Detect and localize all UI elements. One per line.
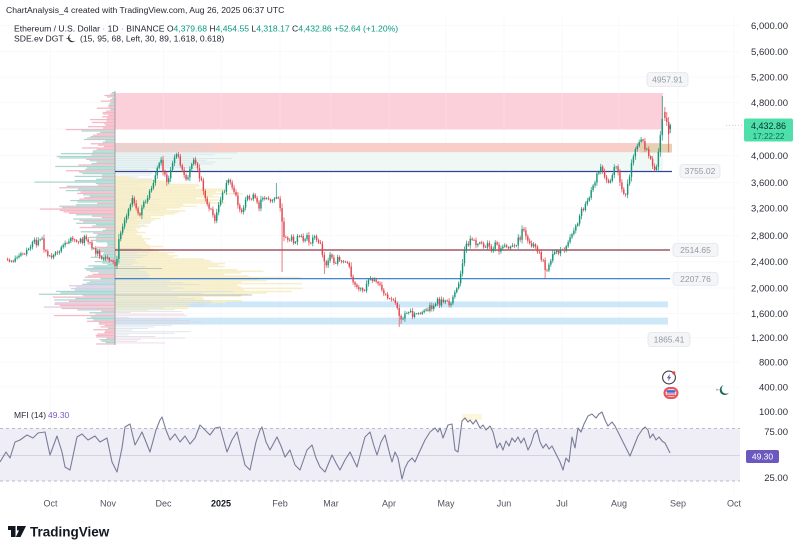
svg-text:3,600.00: 3,600.00 — [751, 178, 788, 189]
svg-text:SDE.ev DGT ~: SDE.ev DGT ~ — [14, 34, 71, 44]
svg-text:400.00: 400.00 — [759, 382, 788, 393]
svg-text:49.30: 49.30 — [48, 410, 70, 420]
svg-text:Jun: Jun — [497, 499, 512, 509]
svg-text:4,000.00: 4,000.00 — [751, 151, 788, 162]
svg-text:(15, 95, 68, Left, 30, 89, 1.6: (15, 95, 68, Left, 30, 89, 1.618, 0.618) — [80, 34, 224, 44]
svg-text:2514.65: 2514.65 — [680, 245, 711, 255]
svg-text:75.00: 75.00 — [764, 427, 788, 438]
svg-text:Jul: Jul — [556, 499, 568, 509]
svg-text:Ethereum / U.S. Dollar · 1D ·: Ethereum / U.S. Dollar · 1D · BINANCE O4… — [14, 24, 398, 34]
svg-text:1865.41: 1865.41 — [654, 334, 685, 344]
svg-text:2,000.00: 2,000.00 — [751, 283, 788, 294]
svg-text:49.30: 49.30 — [752, 452, 774, 462]
svg-text:2,800.00: 2,800.00 — [751, 231, 788, 242]
svg-text:Sep: Sep — [670, 499, 686, 509]
svg-text:Oct: Oct — [43, 499, 58, 509]
svg-text:May: May — [437, 499, 455, 509]
svg-text:TradingView: TradingView — [30, 525, 110, 540]
svg-text:2025: 2025 — [211, 499, 231, 509]
svg-text:4,800.00: 4,800.00 — [751, 98, 788, 109]
svg-text:1,600.00: 1,600.00 — [751, 309, 788, 320]
svg-text:5,600.00: 5,600.00 — [751, 47, 788, 58]
svg-text:Mar: Mar — [323, 499, 339, 509]
svg-text:Nov: Nov — [100, 499, 117, 509]
svg-text:4,432.86: 4,432.86 — [751, 121, 786, 131]
svg-text:25.00: 25.00 — [764, 473, 788, 484]
svg-text:100.00: 100.00 — [759, 407, 788, 418]
svg-text:ChartAnalysis_4 created with T: ChartAnalysis_4 created with TradingView… — [6, 5, 284, 15]
svg-text:MFI (14): MFI (14) — [14, 410, 46, 420]
svg-text:17:22:22: 17:22:22 — [753, 132, 785, 141]
svg-text:2,400.00: 2,400.00 — [751, 257, 788, 268]
svg-text:Oct: Oct — [727, 499, 742, 509]
svg-text:3755.02: 3755.02 — [685, 166, 716, 176]
svg-text:3,200.00: 3,200.00 — [751, 203, 788, 214]
svg-text:5,200.00: 5,200.00 — [751, 72, 788, 83]
svg-text:Aug: Aug — [611, 499, 627, 509]
svg-text:Dec: Dec — [155, 499, 172, 509]
svg-text:Feb: Feb — [272, 499, 288, 509]
svg-text:800.00: 800.00 — [759, 357, 788, 368]
svg-text:Apr: Apr — [382, 499, 396, 509]
svg-text:6,000.00: 6,000.00 — [751, 21, 788, 32]
svg-text:4957.91: 4957.91 — [652, 74, 683, 84]
svg-text:2207.76: 2207.76 — [680, 274, 711, 284]
svg-text:1,200.00: 1,200.00 — [751, 333, 788, 344]
